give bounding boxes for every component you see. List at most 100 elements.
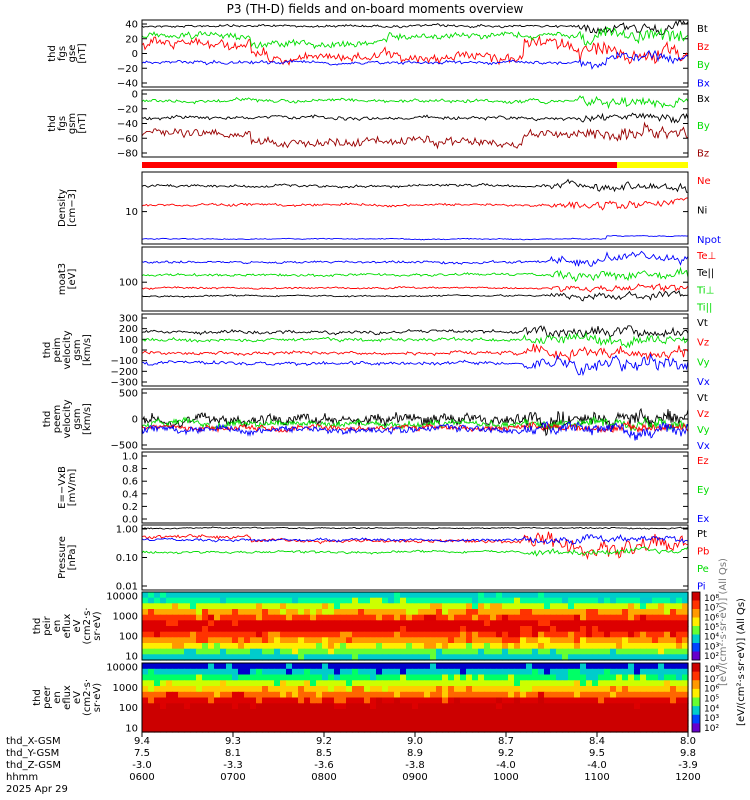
spectrogram-cell [334, 626, 341, 633]
spectrogram-cell [292, 703, 299, 710]
spectrogram-cell [328, 654, 335, 661]
spectrogram-cell [484, 592, 491, 599]
spectrogram-cell [562, 709, 569, 716]
spectrogram-cell [412, 592, 419, 599]
colorbar-10-tick: 10⁴ [704, 704, 719, 714]
spectrogram-cell [508, 691, 515, 699]
spectrogram-cell [190, 603, 197, 610]
spectrogram-cell [322, 686, 329, 693]
spectrogram-cell [286, 697, 293, 704]
spectrogram-cell [466, 726, 473, 733]
spectrogram-cell [148, 680, 155, 687]
spectrogram-cell [328, 637, 335, 644]
spectrogram-cell [622, 592, 629, 599]
spectrogram-cell [460, 680, 467, 687]
spectrogram-cell [544, 703, 551, 710]
panel-3-ytick: 10 [125, 207, 138, 218]
spectrogram-cell [610, 631, 617, 638]
spectrogram-cell [658, 703, 665, 710]
spectrogram-cell [634, 643, 641, 650]
spectrogram-cell [298, 680, 305, 687]
panel-8-ytick: 0.10 [116, 553, 138, 564]
spectrogram-cell [364, 609, 371, 616]
trace-pb [141, 531, 689, 561]
spectrogram-cell [154, 609, 161, 616]
spectrogram-cell [316, 637, 323, 644]
spectrogram-cell [160, 643, 167, 650]
panel-5-ytick: 0 [132, 346, 138, 357]
spectrogram-cell [340, 592, 347, 599]
spectrogram-cell [298, 668, 305, 676]
spectrogram-cell [184, 726, 191, 733]
spectrogram-cell [340, 668, 347, 676]
spectrogram-cell [142, 654, 149, 661]
spectrogram-cell [388, 643, 395, 650]
spectrogram-cell [670, 668, 677, 676]
spectrogram-cell [304, 597, 311, 604]
spectrogram-cell [160, 668, 167, 676]
spectrogram-cell [682, 620, 689, 627]
spectrogram-cell [418, 609, 425, 616]
spectrogram-cell [238, 620, 245, 627]
trace-ti-par [141, 290, 689, 302]
spectrogram-cell [430, 637, 437, 644]
spectrogram-cell [514, 597, 521, 604]
spectrogram-cell [208, 709, 215, 716]
spectrogram-cell [382, 597, 389, 604]
spectrogram-cell [430, 648, 437, 655]
spectrogram-cell [496, 697, 503, 704]
panel-5-legend-Vx: Vx [697, 377, 710, 388]
spectrogram-cell [544, 668, 551, 676]
spectrogram-cell [322, 654, 329, 661]
spectrogram-cell [286, 686, 293, 693]
spectrogram-cell [370, 703, 377, 710]
spectrogram-cell [148, 714, 155, 722]
spectrogram-cell [292, 668, 299, 676]
spectrogram-cell [664, 663, 671, 670]
spectrogram-cell [646, 680, 653, 687]
spectrogram-cell [460, 691, 467, 699]
spectrogram-cell [262, 726, 269, 733]
spectrogram-cell [274, 643, 281, 650]
spectrogram-cell [256, 709, 263, 716]
spectrogram-cell [424, 686, 431, 693]
spectrogram-cell [316, 697, 323, 704]
panel-2-legend-Bx: Bx [697, 94, 710, 105]
spectrogram-cell [424, 597, 431, 604]
spectrogram-cell [436, 654, 443, 661]
spectrogram-cell [142, 592, 149, 599]
spectrogram-cell [268, 637, 275, 644]
panel-8-legend-Pe: Pe [697, 564, 709, 575]
spectrogram-cell [340, 680, 347, 687]
spectrogram-cell [436, 714, 443, 722]
spectrogram-cell [214, 592, 221, 599]
spectrogram-cell [274, 603, 281, 610]
spectrogram-cell [412, 686, 419, 693]
spectrogram-cell [556, 709, 563, 716]
spectrogram-cell [388, 648, 395, 655]
colorbar-10-segment [692, 671, 700, 681]
spectrogram-cell [376, 668, 383, 676]
spectrogram-cell [364, 680, 371, 687]
spectrogram-cell [166, 686, 173, 693]
spectrogram-cell [298, 643, 305, 650]
spectrogram-cell [310, 597, 317, 604]
spectrogram-cell [604, 609, 611, 616]
spectrogram-cell [304, 680, 311, 687]
mode-bar-yellow [617, 162, 688, 168]
spectrogram-cell [142, 648, 149, 655]
spectrogram-cell [208, 648, 215, 655]
spectrogram-cell [364, 597, 371, 604]
spectrogram-cell [550, 703, 557, 710]
spectrogram-cell [238, 603, 245, 610]
spectrogram-cell [190, 691, 197, 699]
spectrogram-cell [502, 609, 509, 616]
spectrogram-cell [496, 609, 503, 616]
spectrogram-cell [484, 614, 491, 621]
spectrogram-cell [622, 691, 629, 699]
spectrogram-cell [208, 691, 215, 699]
spectrogram-cell [352, 703, 359, 710]
spectrogram-cell [148, 603, 155, 610]
spectrogram-cell [484, 686, 491, 693]
spectrogram-cell [268, 697, 275, 704]
